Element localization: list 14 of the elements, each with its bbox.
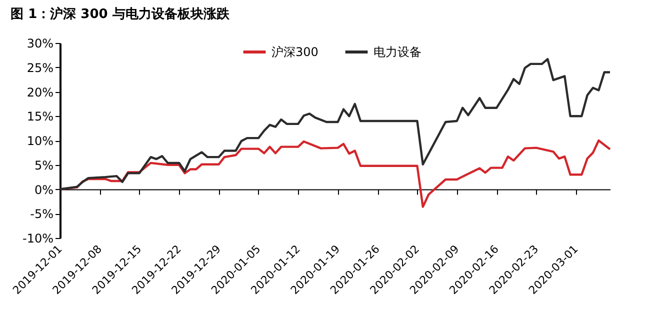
y-tick-label: 30%: [26, 36, 54, 50]
chart-title: 图 1：沪深 300 与电力设备板块涨跌: [10, 6, 230, 22]
y-tick-label: 20%: [26, 85, 54, 100]
line-series: [58, 139, 612, 208]
y-tick-label: 15%: [26, 110, 54, 124]
y-tick-label: -10%: [22, 232, 54, 246]
y-tick-label: 25%: [26, 60, 54, 75]
y-tick-label: 5%: [34, 158, 54, 172]
legend-label: 电力设备: [374, 45, 422, 59]
legend-label: 沪深300: [272, 45, 318, 59]
y-tick-label: -5%: [30, 207, 54, 222]
line-series: [58, 58, 612, 190]
y-tick-label: 0%: [34, 182, 54, 197]
y-tick-label: 10%: [26, 134, 54, 148]
